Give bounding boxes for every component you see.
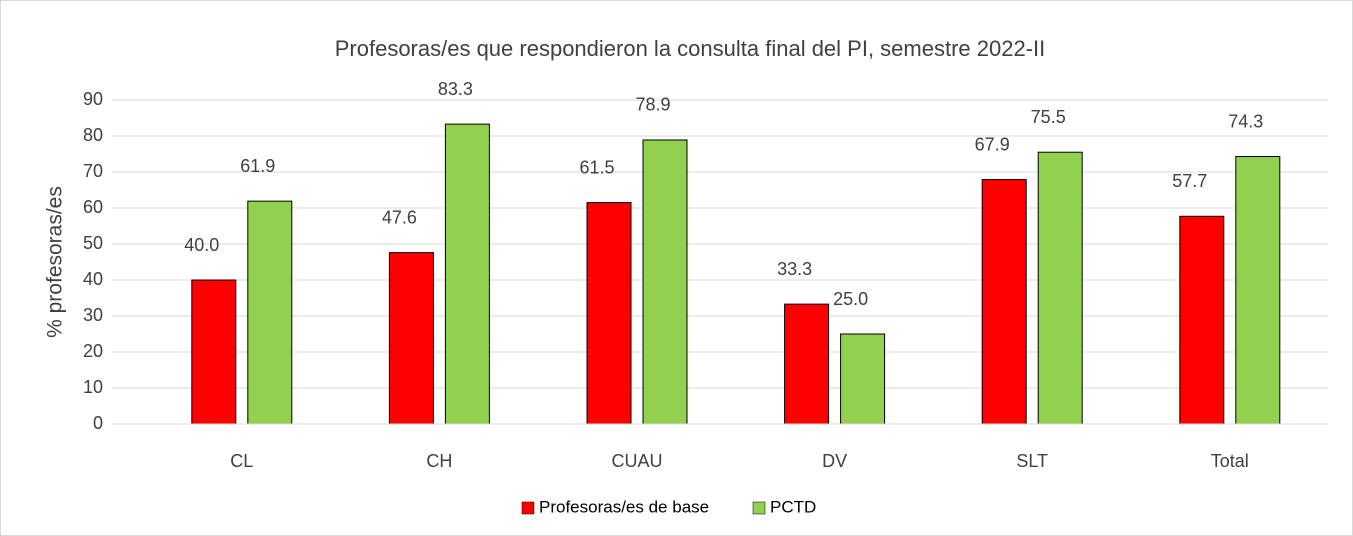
y-tick-label: 0: [93, 413, 103, 433]
value-label: 74.3: [1228, 111, 1263, 131]
bar: [642, 139, 688, 425]
x-tick-label: CUAU: [611, 451, 662, 471]
bar: [191, 279, 237, 425]
y-tick-label: 90: [83, 89, 103, 109]
y-tick-label: 60: [83, 197, 103, 217]
x-tick-label: CL: [230, 451, 253, 471]
y-tick-label: 80: [83, 125, 103, 145]
x-tick-label: SLT: [1016, 451, 1048, 471]
legend-label: PCTD: [770, 497, 816, 516]
bar: [247, 200, 293, 425]
x-tick-label: Total: [1211, 451, 1249, 471]
bar: [586, 202, 632, 425]
value-label: 61.5: [579, 157, 614, 177]
value-label: 33.3: [777, 259, 812, 279]
value-label: 47.6: [382, 207, 417, 227]
y-tick-label: 10: [83, 377, 103, 397]
x-tick-label: DV: [822, 451, 847, 471]
legend-swatch: [752, 501, 766, 515]
bar: [1037, 151, 1083, 425]
value-label: 61.9: [240, 156, 275, 176]
bar: [981, 179, 1027, 425]
value-label: 25.0: [833, 289, 868, 309]
value-label: 78.9: [635, 95, 670, 115]
legend-swatch: [521, 501, 535, 515]
value-label: 40.0: [184, 235, 219, 255]
y-tick-label: 20: [83, 341, 103, 361]
bar: [1179, 215, 1225, 425]
y-tick-label: 70: [83, 161, 103, 181]
chart-title: Profesoras/es que respondieron la consul…: [335, 36, 1046, 61]
legend-label: Profesoras/es de base: [539, 497, 709, 516]
value-label: 67.9: [975, 134, 1010, 154]
value-label: 83.3: [438, 79, 473, 99]
value-label: 75.5: [1031, 107, 1066, 127]
y-tick-label: 40: [83, 269, 103, 289]
bar: [388, 252, 434, 425]
y-axis-label: % profesoras/es: [44, 186, 67, 338]
bar: [1235, 156, 1281, 425]
bar: [444, 123, 490, 425]
y-tick-label: 50: [83, 233, 103, 253]
bar: [784, 303, 830, 425]
value-label: 57.7: [1172, 171, 1207, 191]
y-tick-label: 30: [83, 305, 103, 325]
bar: [840, 333, 886, 425]
x-tick-label: CH: [426, 451, 452, 471]
